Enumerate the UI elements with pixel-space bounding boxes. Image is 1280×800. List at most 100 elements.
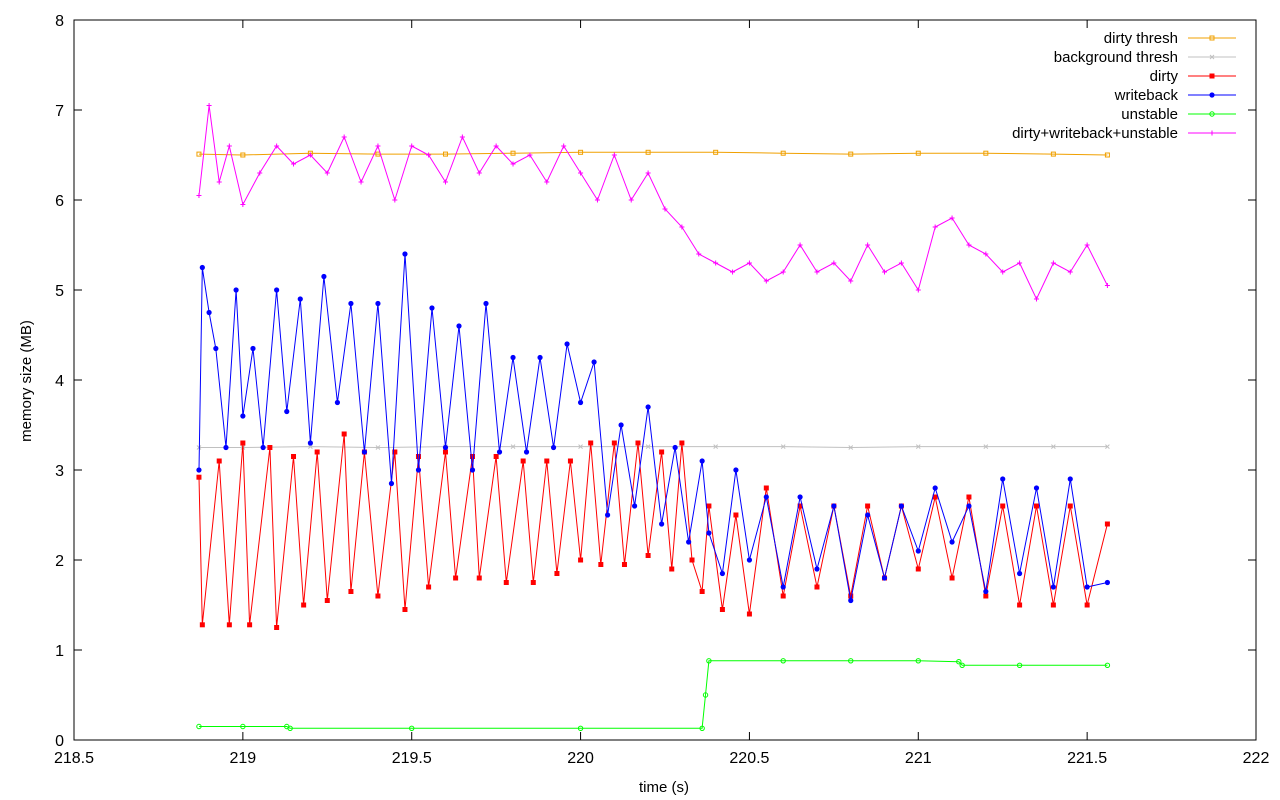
data-point — [1104, 283, 1110, 288]
data-point — [1104, 521, 1110, 527]
data-point — [530, 580, 536, 585]
legend-marker — [1209, 92, 1215, 98]
data-point — [865, 503, 871, 509]
data-point — [1105, 444, 1110, 449]
data-point — [1000, 269, 1006, 275]
data-point — [324, 598, 330, 603]
data-point — [696, 251, 702, 257]
data-point — [375, 445, 381, 450]
data-point — [618, 422, 624, 428]
data-point — [1050, 151, 1056, 157]
data-point — [233, 287, 239, 293]
data-point — [361, 449, 368, 455]
data-point — [763, 485, 769, 491]
data-point — [291, 454, 297, 459]
data-point — [949, 215, 955, 221]
data-point — [686, 539, 692, 545]
data-point — [196, 151, 202, 157]
data-point — [1033, 503, 1039, 509]
data-point — [932, 485, 938, 491]
data-point — [392, 449, 398, 455]
y-tick-label: 4 — [55, 373, 64, 390]
data-point — [578, 149, 584, 155]
data-point — [199, 264, 205, 271]
data-point — [780, 658, 786, 664]
data-point — [915, 658, 921, 664]
data-point — [537, 354, 543, 361]
data-point — [1084, 242, 1090, 248]
data-point — [702, 692, 709, 698]
data-point — [476, 170, 482, 176]
data-point — [196, 474, 202, 480]
data-point — [780, 150, 786, 156]
data-point — [1000, 476, 1006, 482]
series-line — [198, 433, 1108, 628]
data-point — [1050, 602, 1056, 608]
data-point — [196, 723, 202, 730]
x-tick-label: 219.5 — [392, 750, 432, 767]
data-point — [206, 309, 212, 316]
data-point — [578, 557, 584, 563]
data-point — [628, 197, 634, 203]
data-point — [733, 512, 739, 518]
data-point — [780, 444, 786, 449]
data-point — [635, 440, 641, 446]
data-point — [865, 242, 871, 248]
data-point — [510, 150, 516, 156]
data-point — [915, 566, 921, 572]
data-point — [746, 611, 752, 617]
data-point — [324, 170, 330, 176]
data-point — [679, 440, 685, 446]
data-point — [848, 597, 854, 604]
data-point — [274, 625, 280, 630]
data-point — [240, 723, 246, 730]
data-point — [848, 593, 854, 599]
data-point — [1067, 476, 1073, 482]
data-point — [250, 345, 256, 352]
data-point — [392, 197, 398, 203]
data-point — [564, 341, 570, 347]
data-point — [983, 593, 989, 599]
data-point — [520, 458, 526, 464]
data-point — [358, 179, 364, 185]
data-point — [240, 202, 246, 207]
data-point — [604, 512, 611, 518]
legend-label: background thresh — [1054, 49, 1178, 66]
data-point — [848, 658, 854, 664]
data-point — [848, 445, 854, 450]
y-tick-label: 0 — [55, 733, 64, 750]
data-point — [699, 725, 705, 731]
legend-marker — [1209, 130, 1215, 136]
legend-label: unstable — [1121, 106, 1178, 123]
x-tick-label: 218.5 — [54, 750, 94, 767]
data-point — [797, 494, 803, 500]
x-axis-label: time (s) — [639, 779, 689, 796]
data-point — [949, 539, 955, 545]
data-point — [247, 622, 253, 628]
data-point — [730, 269, 736, 275]
data-point — [956, 659, 962, 665]
legend-marker — [1209, 35, 1215, 41]
y-axis-label: memory size (MB) — [18, 320, 35, 442]
data-point — [746, 260, 752, 266]
legend-label: dirty+writeback+unstable — [1012, 125, 1178, 142]
data-point — [1084, 584, 1090, 590]
data-point — [1104, 662, 1111, 668]
data-point — [814, 584, 820, 590]
data-point — [814, 566, 820, 572]
series-layer — [196, 103, 1111, 731]
data-point — [1050, 260, 1056, 266]
data-point — [554, 571, 560, 576]
data-point — [459, 134, 465, 140]
data-point — [763, 494, 769, 500]
data-point — [848, 151, 854, 157]
data-point — [375, 593, 381, 599]
data-point — [588, 440, 594, 446]
data-point — [706, 530, 712, 536]
data-point — [402, 607, 408, 612]
data-point — [196, 193, 202, 198]
data-point — [213, 345, 219, 352]
data-point — [348, 300, 354, 307]
